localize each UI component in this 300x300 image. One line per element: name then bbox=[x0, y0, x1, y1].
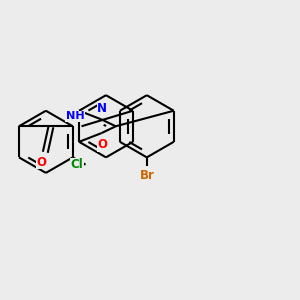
Text: O: O bbox=[36, 156, 46, 169]
Text: O: O bbox=[97, 138, 107, 151]
Text: NH: NH bbox=[66, 111, 84, 122]
Text: Br: Br bbox=[140, 169, 155, 182]
Text: Cl: Cl bbox=[70, 158, 83, 171]
Text: N: N bbox=[97, 102, 107, 115]
